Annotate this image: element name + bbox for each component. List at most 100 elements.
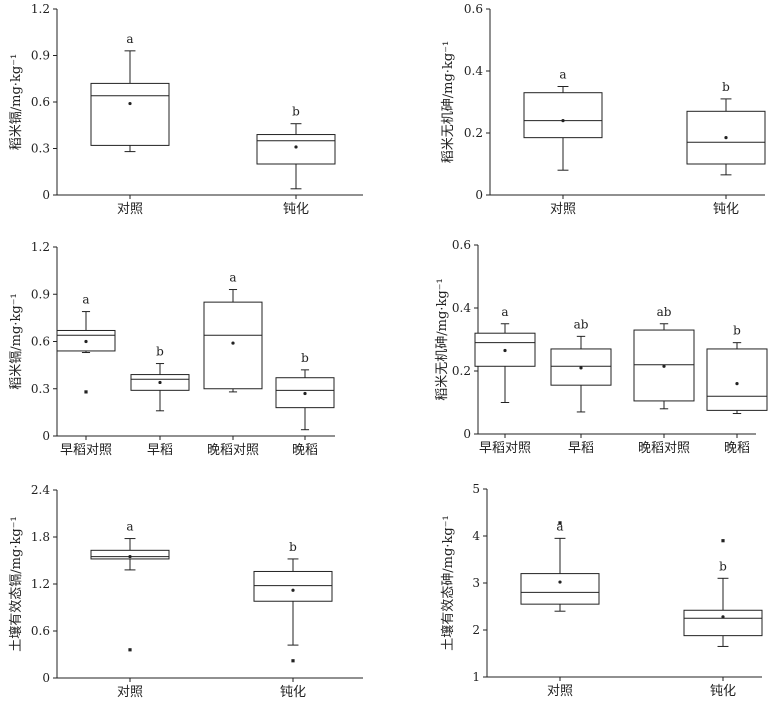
mean-point	[662, 364, 666, 368]
significance-letter: ab	[657, 305, 672, 319]
y-tick-label: 0.4	[452, 301, 471, 315]
box-iqr	[203, 301, 263, 390]
x-category-label: 钝化	[283, 202, 309, 217]
x-category-label: 晚稻	[724, 441, 750, 456]
mean-point	[158, 380, 162, 385]
mean-point	[724, 136, 728, 140]
significance-letter: b	[722, 80, 730, 94]
mean-point	[84, 339, 88, 344]
mean-point	[294, 145, 298, 149]
mean-point	[128, 101, 132, 106]
panel-soil-available-as: 1 2 3 4 5 土壤有效态砷/mg·kg⁻¹ a 对照 b 钝化	[440, 482, 763, 699]
significance-letter: a	[501, 305, 508, 319]
panel-rice-inorganic-as: 0 0.2 0.4 0.6 稻米无机砷/mg·kg⁻¹ a 对照 b 钝化	[441, 2, 766, 217]
box-iqr	[706, 348, 768, 411]
y-tick-label: 1.2	[31, 577, 50, 591]
x-category-label: 晚稻对照	[638, 441, 690, 456]
x-category-label: 早稻	[147, 443, 173, 458]
y-tick-label: 0.6	[452, 238, 471, 252]
mean-point	[735, 382, 739, 386]
y-tick-label: 1.2	[31, 2, 50, 16]
y-tick-label: 0.9	[31, 49, 50, 63]
significance-letter: b	[156, 345, 164, 359]
y-tick-label: 2	[472, 623, 480, 637]
mean-point	[291, 588, 295, 592]
significance-letter: b	[289, 540, 297, 554]
y-tick-label: 0	[475, 188, 483, 202]
significance-letter: a	[126, 32, 133, 46]
significance-letter: a	[82, 293, 89, 307]
significance-letter: a	[559, 68, 566, 82]
panel-rice-cd: 0 0.3 0.6 0.9 1.2 稻米镉/mg·kg⁻¹ a 对照 b 钝化	[8, 2, 363, 217]
y-tick-label: 0	[463, 427, 471, 441]
y-tick-label: 0	[42, 671, 50, 685]
mean-point	[303, 391, 307, 396]
y-tick-label: 2.4	[31, 483, 50, 497]
significance-letter: b	[719, 559, 727, 573]
y-axis-label: 稻米镉/mg·kg⁻¹	[8, 54, 24, 150]
mean-point	[721, 615, 725, 619]
x-category-label: 早稻	[568, 441, 594, 456]
significance-letter: a	[229, 271, 236, 285]
y-tick-label: 0.9	[31, 287, 50, 301]
y-tick-label: 0.6	[31, 95, 50, 109]
box-iqr	[523, 92, 603, 139]
significance-letter: b	[301, 351, 309, 365]
panel-rice-inorganic-as-season: 0 0.2 0.4 0.6 稻米无机砷/mg·kg⁻¹ a 早稻对照 ab 早稻 ab 晚稻对照 b 晚…	[435, 238, 768, 456]
mean-point	[503, 348, 507, 353]
y-tick-label: 0.6	[31, 624, 50, 638]
panel-soil-available-cd: 0 0.6 1.2 1.8 2.4 土壤有效态镉/mg·kg⁻¹ a 对照 b 钝化	[8, 483, 363, 700]
outlier-point	[128, 648, 132, 652]
x-category-label: 钝化	[713, 202, 739, 217]
y-axis-label: 土壤有效态镉/mg·kg⁻¹	[8, 516, 24, 651]
x-category-label: 早稻对照	[60, 443, 112, 458]
y-tick-label: 1.8	[31, 530, 50, 544]
y-axis-label: 土壤有效态砷/mg·kg⁻¹	[440, 515, 456, 650]
y-axis-label: 稻米镉/mg·kg⁻¹	[8, 293, 24, 389]
box-iqr	[253, 570, 333, 602]
y-tick-label: 1	[472, 670, 480, 684]
x-category-label: 对照	[117, 202, 143, 217]
x-category-label: 晚稻	[292, 443, 318, 458]
significance-letter: b	[292, 105, 300, 119]
y-tick-label: 0.3	[31, 382, 50, 396]
y-tick-label: 0.2	[464, 126, 483, 140]
outlier-point	[558, 521, 562, 525]
y-tick-label: 3	[472, 576, 480, 590]
mean-point	[558, 580, 562, 584]
y-tick-label: 0.4	[464, 64, 483, 78]
box-iqr	[683, 609, 763, 637]
significance-letter: a	[126, 520, 133, 534]
y-tick-label: 0.3	[31, 142, 50, 156]
mean-point	[579, 366, 583, 370]
outlier-point	[84, 390, 88, 394]
outlier-point	[721, 539, 725, 543]
box-iqr	[520, 573, 600, 605]
mean-point	[128, 554, 132, 559]
x-category-label: 晚稻对照	[207, 443, 259, 458]
y-tick-label: 5	[472, 482, 480, 496]
box-iqr	[90, 549, 170, 560]
y-tick-label: 0.6	[31, 335, 50, 349]
y-tick-label: 0	[42, 188, 50, 202]
x-category-label: 钝化	[710, 684, 736, 699]
y-tick-label: 1.2	[31, 240, 50, 254]
y-tick-label: 4	[472, 529, 480, 543]
x-category-label: 对照	[117, 685, 143, 700]
significance-letter: ab	[574, 317, 589, 331]
outlier-point	[291, 659, 295, 663]
y-axis-label: 稻米无机砷/mg·kg⁻¹	[441, 41, 456, 163]
panel-rice-cd-season: 0 0.3 0.6 0.9 1.2 稻米镉/mg·kg⁻¹ a 早稻对照 b 早稻 a 晚稻对照 b 晚稻	[8, 240, 335, 458]
box-iqr	[90, 82, 170, 146]
y-tick-label: 0.2	[452, 364, 471, 378]
y-axis-label: 稻米无机砷/mg·kg⁻¹	[435, 278, 450, 400]
x-category-label: 钝化	[280, 685, 306, 700]
box-iqr	[256, 134, 336, 165]
x-category-label: 早稻对照	[479, 441, 531, 456]
significance-letter: b	[733, 324, 741, 338]
significance-letter: a	[556, 519, 563, 533]
mean-point	[231, 341, 235, 345]
x-category-label: 对照	[550, 202, 576, 217]
mean-point	[561, 119, 565, 123]
